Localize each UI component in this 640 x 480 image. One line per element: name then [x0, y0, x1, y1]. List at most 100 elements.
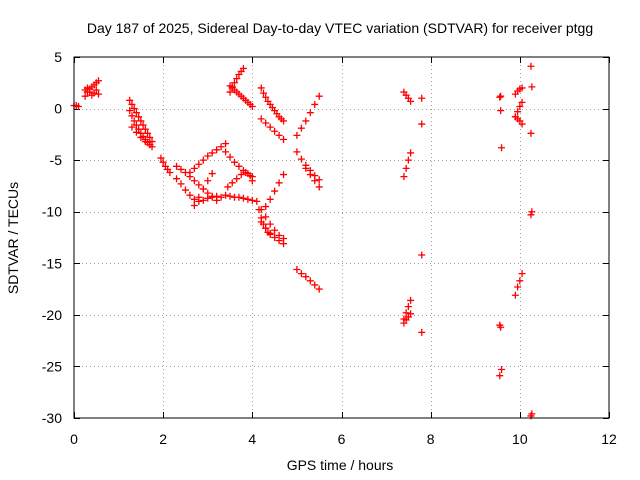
data-point [244, 195, 252, 203]
series-arc-v [262, 171, 288, 211]
data-point [242, 169, 250, 177]
series-arc-z [293, 265, 323, 293]
data-point [139, 121, 147, 129]
data-point [83, 84, 91, 92]
data-point [262, 93, 270, 101]
data-point [248, 177, 256, 185]
y-tick-label: -5 [50, 152, 63, 168]
data-point [498, 144, 506, 152]
series-arc-ae [418, 94, 426, 336]
data-point [511, 291, 519, 299]
data-point [226, 192, 234, 200]
data-point [527, 62, 535, 70]
data-point [315, 92, 323, 100]
data-point [293, 265, 301, 273]
data-point [222, 148, 230, 156]
data-point [315, 176, 323, 184]
x-tick-label: 8 [427, 431, 435, 447]
data-point [302, 117, 310, 125]
data-point [253, 197, 261, 205]
data-point [137, 117, 145, 125]
data-point [418, 94, 426, 102]
y-axis-label: SDTVAR / TECUs [5, 182, 21, 294]
data-point [293, 131, 301, 139]
data-point [231, 158, 238, 166]
data-point [235, 193, 243, 201]
chart-title: Day 187 of 2025, Sidereal Day-to-day VTE… [87, 20, 593, 36]
series-arc-c [81, 84, 103, 99]
y-tick-label: -15 [42, 255, 62, 271]
x-axis-label: GPS time / hours [287, 457, 394, 473]
data-point [271, 234, 279, 241]
series-arc-af [496, 92, 506, 380]
data-point [239, 64, 247, 72]
data-point [271, 127, 279, 135]
data-point [199, 185, 207, 193]
series-arc-n [224, 169, 256, 191]
data-point [228, 179, 236, 187]
data-point [257, 214, 265, 222]
data-point [402, 164, 410, 172]
data-point [280, 240, 288, 248]
series-arc-i [173, 175, 225, 205]
data-point [204, 194, 212, 202]
data-point [213, 192, 221, 200]
data-point [204, 177, 212, 185]
data-point [255, 206, 263, 214]
data-point [315, 183, 323, 191]
data-point [275, 237, 283, 245]
data-point [280, 136, 288, 144]
data-point [404, 156, 412, 164]
x-tick-label: 10 [512, 431, 528, 447]
data-point [199, 156, 207, 164]
data-point [208, 170, 216, 178]
data-point [157, 154, 165, 162]
data-point [518, 98, 526, 106]
data-point [402, 309, 410, 317]
data-point [239, 194, 247, 202]
y-tick-label: 5 [54, 49, 62, 65]
series-arc-g [157, 154, 174, 177]
data-point [400, 173, 408, 181]
data-point [199, 196, 207, 204]
data-point [528, 83, 536, 91]
x-tick-label: 12 [601, 431, 617, 447]
data-point [315, 285, 323, 293]
data-point [186, 191, 194, 199]
series-arc-ab [400, 149, 415, 181]
data-point [259, 220, 267, 228]
series-arc-w [293, 92, 323, 139]
data-point [266, 195, 274, 203]
data-point [135, 113, 143, 121]
data-point [92, 86, 100, 94]
data-point [311, 177, 319, 185]
data-point [181, 186, 189, 194]
data-point [271, 187, 279, 195]
data-point [262, 119, 270, 127]
data-point [190, 202, 198, 210]
data-point [246, 172, 254, 180]
data-point [293, 148, 301, 156]
data-point [177, 165, 185, 173]
data-point [257, 84, 265, 92]
x-tick-label: 2 [159, 431, 167, 447]
series-arc-u [253, 197, 274, 238]
x-tick-label: 0 [70, 431, 78, 447]
tick-layer: 0 2 4 6 8 10 12 5 0 -5 -10 -15 -20 -25 -30 [42, 49, 617, 447]
series-arc-y [302, 164, 323, 191]
series-arc-f [128, 123, 154, 149]
data-point [516, 103, 524, 111]
data-point [418, 120, 426, 128]
data-point [204, 152, 212, 160]
series-arc-aa [400, 88, 415, 105]
data-point [190, 195, 198, 203]
data-point [195, 193, 203, 201]
data-point [217, 143, 225, 151]
data-point [74, 103, 82, 111]
data-point [237, 171, 245, 179]
plot-frame [73, 56, 610, 419]
data-point [262, 213, 270, 221]
series-arc-q [257, 84, 288, 125]
